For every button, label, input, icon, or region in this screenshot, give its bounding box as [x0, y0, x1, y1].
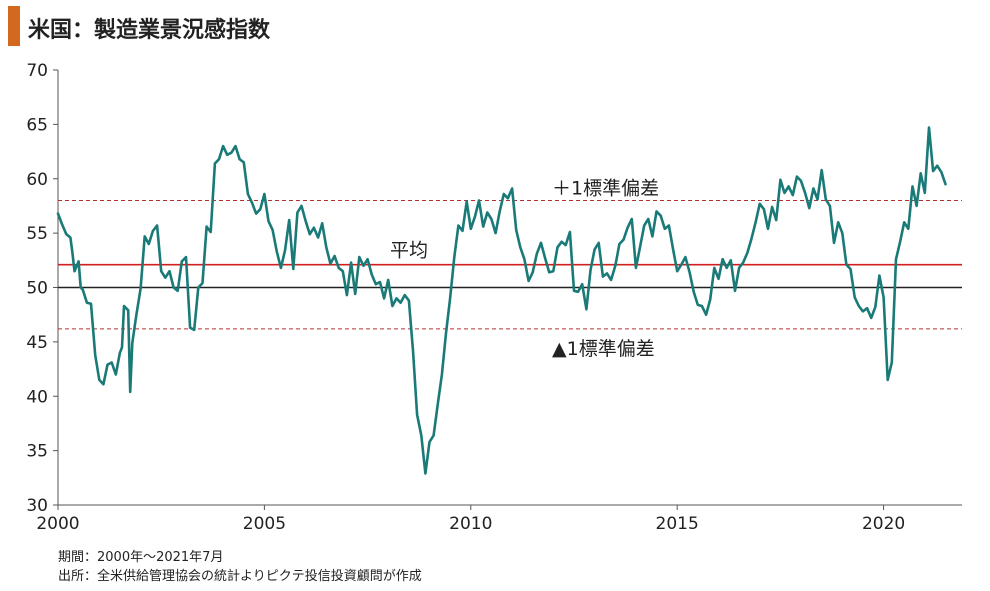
y-tick-label: 50 — [26, 279, 48, 299]
y-tick-label: 45 — [26, 333, 48, 353]
y-tick-label: 70 — [26, 61, 48, 81]
x-tick-label: 2015 — [656, 514, 699, 534]
y-tick-label: 35 — [26, 442, 48, 462]
series-line — [56, 126, 947, 475]
y-tick-label: 30 — [26, 496, 48, 516]
y-tick-label: 55 — [26, 224, 48, 244]
x-tick-label: 2005 — [243, 514, 286, 534]
y-tick-label: 65 — [26, 115, 48, 135]
reference-line-label: 平均 — [390, 240, 428, 262]
x-tick-label: 2000 — [36, 514, 79, 534]
reference-line-label: ＋1標準偏差 — [552, 178, 659, 200]
y-tick-label: 40 — [26, 387, 48, 407]
reference-line-label: ▲1標準偏差 — [552, 338, 655, 360]
chart-title: 米国：製造業景況感指数 — [28, 18, 271, 43]
source-note: 出所：全米供給管理協会の統計よりピクテ投信投資顧問が作成 — [58, 569, 422, 584]
y-tick-label: 60 — [26, 170, 48, 190]
period-note: 期間：2000年～2021年7月 — [58, 550, 224, 565]
title-accent-bar — [8, 6, 20, 46]
x-tick-label: 2010 — [449, 514, 492, 534]
chart-notes: 期間：2000年～2021年7月 出所：全米供給管理協会の統計よりピクテ投信投資… — [58, 548, 422, 586]
x-tick-label: 2020 — [862, 514, 905, 534]
